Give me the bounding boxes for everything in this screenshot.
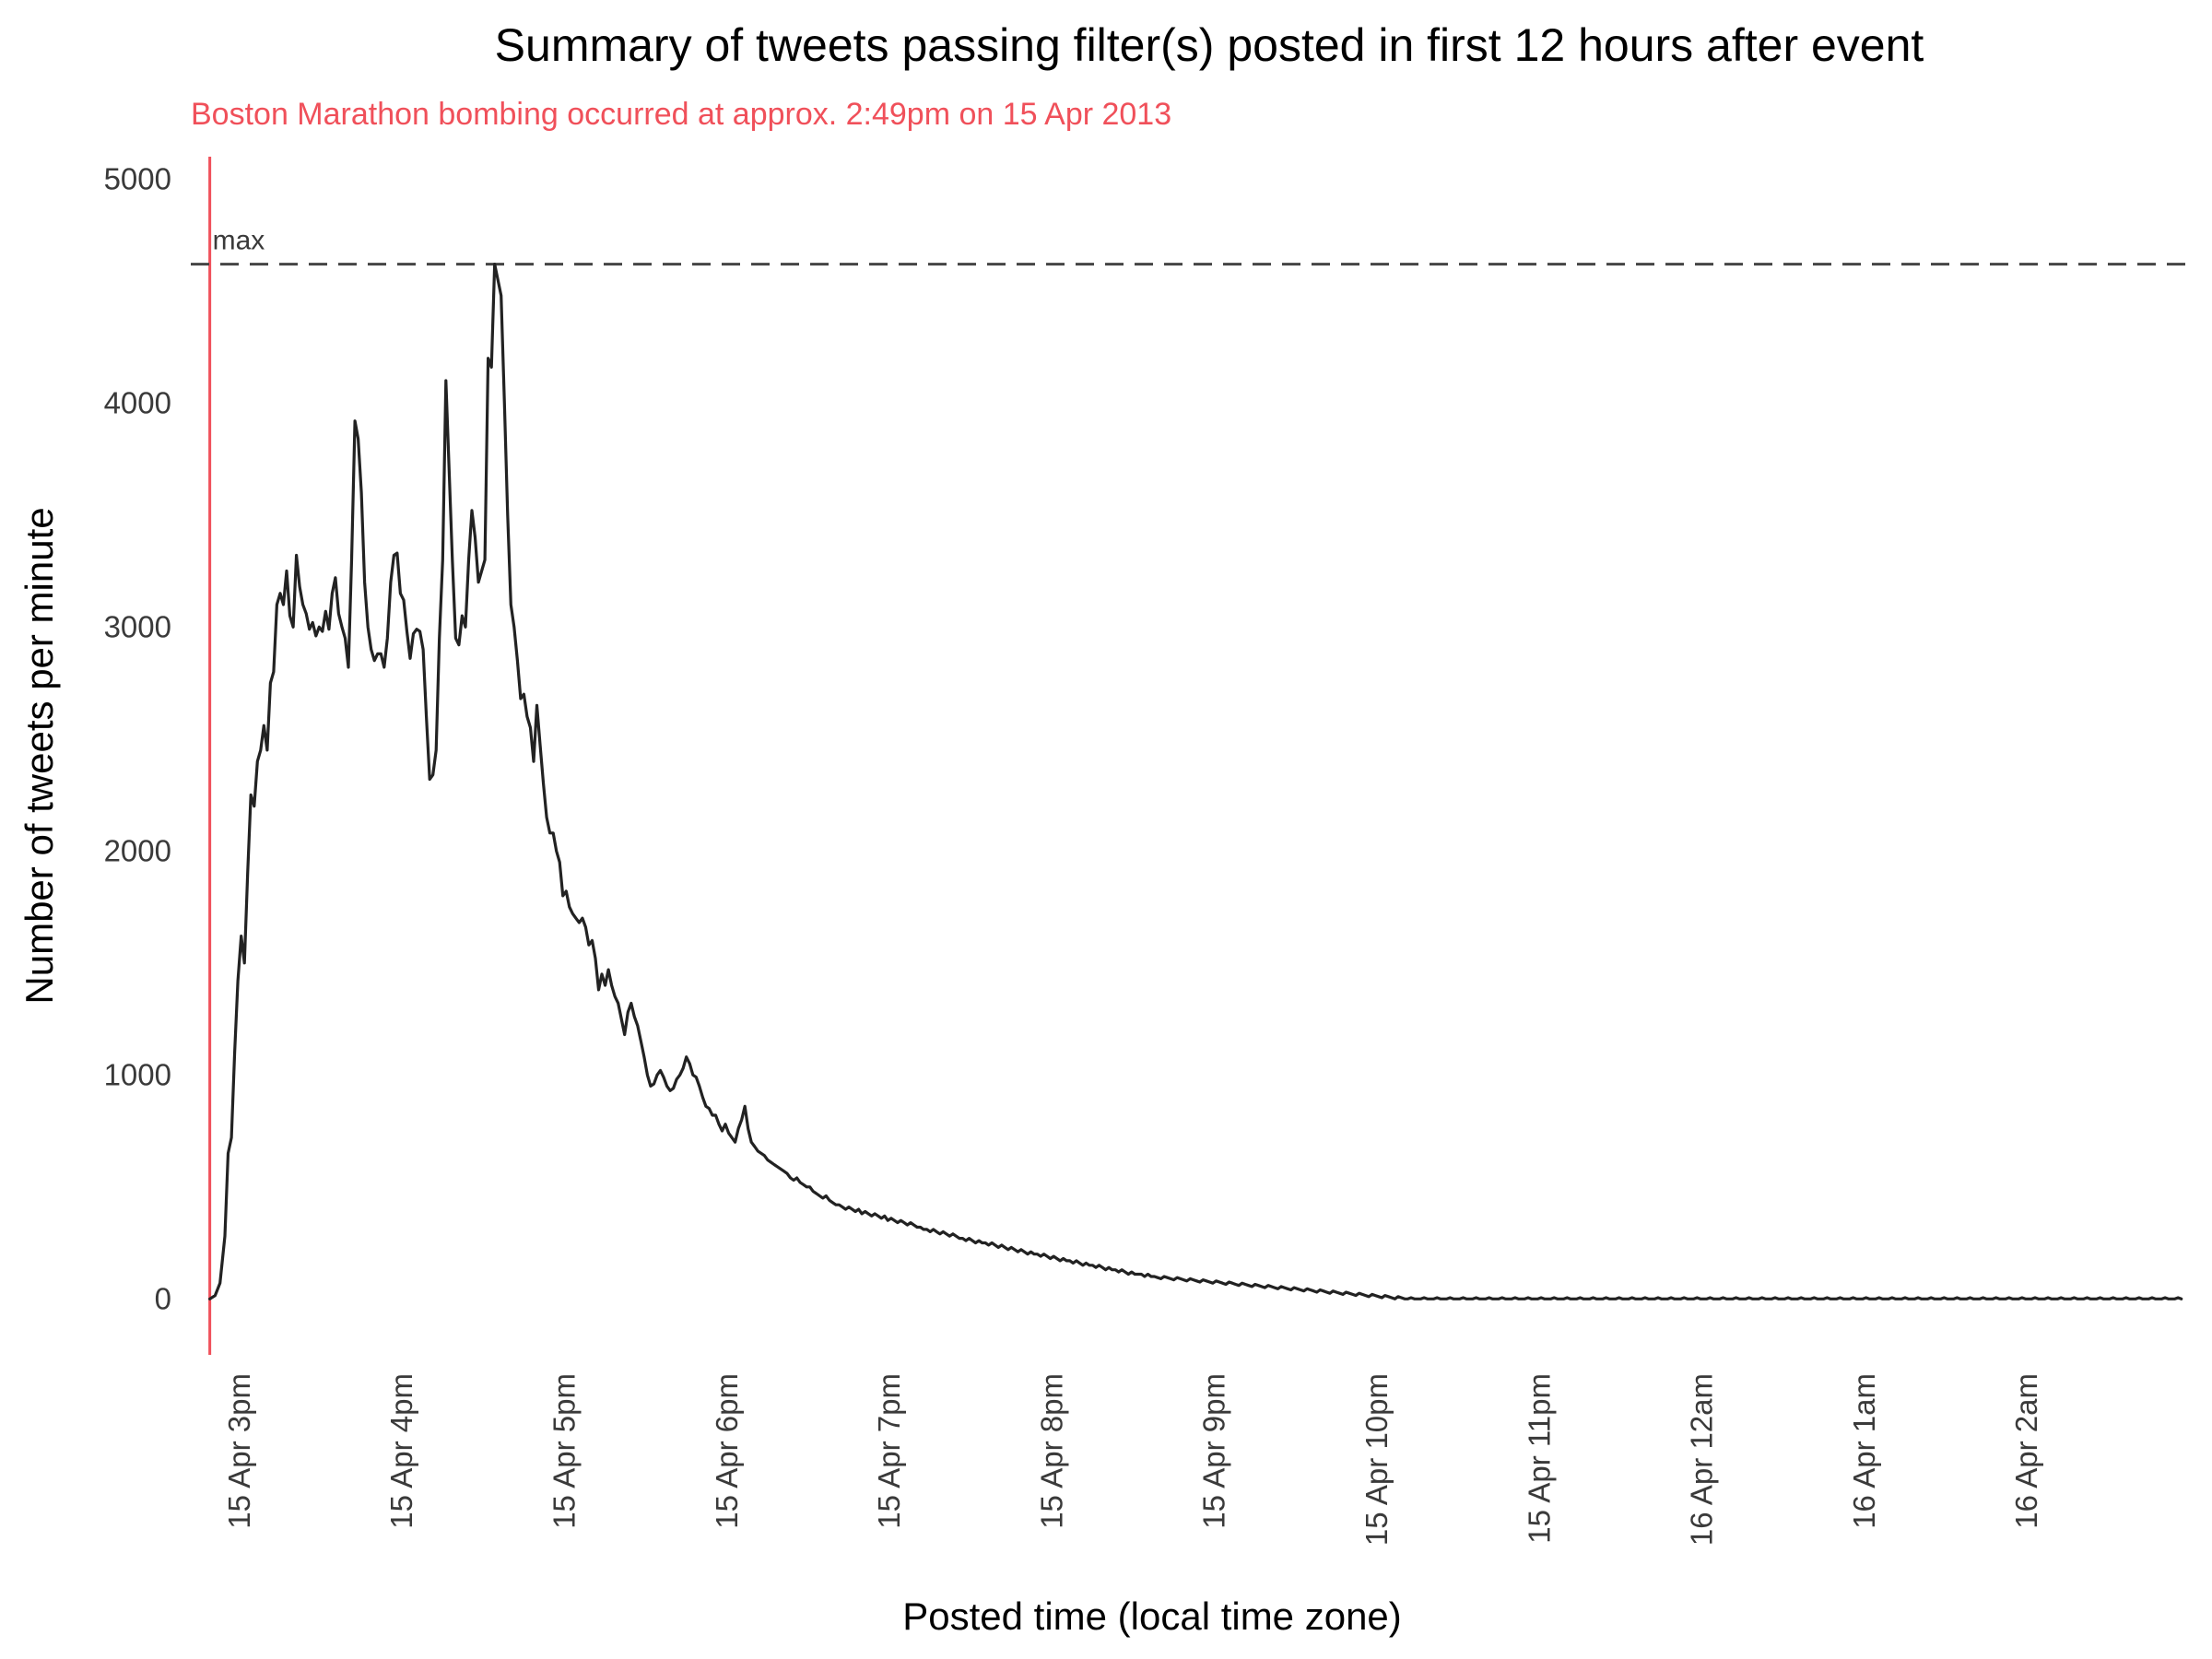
x-axis-title: Posted time (local time zone) bbox=[902, 1594, 1402, 1638]
y-tick-label: 0 bbox=[155, 1281, 171, 1315]
x-tick-label: 15 Apr 6pm bbox=[710, 1373, 744, 1529]
x-tick-label: 16 Apr 12am bbox=[1685, 1373, 1719, 1546]
y-tick-label: 2000 bbox=[104, 833, 171, 867]
y-axis-title: Number of tweets per minute bbox=[18, 507, 61, 1004]
y-tick-label: 1000 bbox=[104, 1057, 171, 1091]
y-tick-label: 4000 bbox=[104, 385, 171, 419]
x-tick-label: 15 Apr 3pm bbox=[222, 1373, 256, 1529]
series-group bbox=[208, 263, 2183, 1300]
x-tick-label: 15 Apr 8pm bbox=[1034, 1373, 1068, 1529]
x-tick-label: 16 Apr 2am bbox=[2009, 1373, 2043, 1529]
y-tick-label: 3000 bbox=[104, 609, 171, 643]
x-tick-label: 15 Apr 9pm bbox=[1197, 1373, 1231, 1529]
y-axis-ticks: 0 1000 2000 3000 4000 5000 bbox=[104, 161, 171, 1315]
chart-title: Summary of tweets passing filter(s) post… bbox=[495, 19, 1924, 71]
x-tick-label: 15 Apr 7pm bbox=[872, 1373, 906, 1529]
x-tick-label: 16 Apr 1am bbox=[1847, 1373, 1881, 1529]
x-tick-label: 15 Apr 4pm bbox=[384, 1373, 418, 1529]
series-line bbox=[208, 263, 2183, 1300]
x-tick-label: 15 Apr 5pm bbox=[547, 1373, 581, 1529]
chart-subtitle: Boston Marathon bombing occurred at appr… bbox=[191, 97, 1171, 132]
y-tick-label: 5000 bbox=[104, 161, 171, 195]
x-tick-label: 15 Apr 10pm bbox=[1359, 1373, 1394, 1546]
x-axis-ticks: 15 Apr 3pm 15 Apr 4pm 15 Apr 5pm 15 Apr 6pm… bbox=[222, 1373, 2043, 1546]
x-tick-label: 15 Apr 11pm bbox=[1522, 1373, 1556, 1544]
max-label: max bbox=[213, 226, 265, 256]
